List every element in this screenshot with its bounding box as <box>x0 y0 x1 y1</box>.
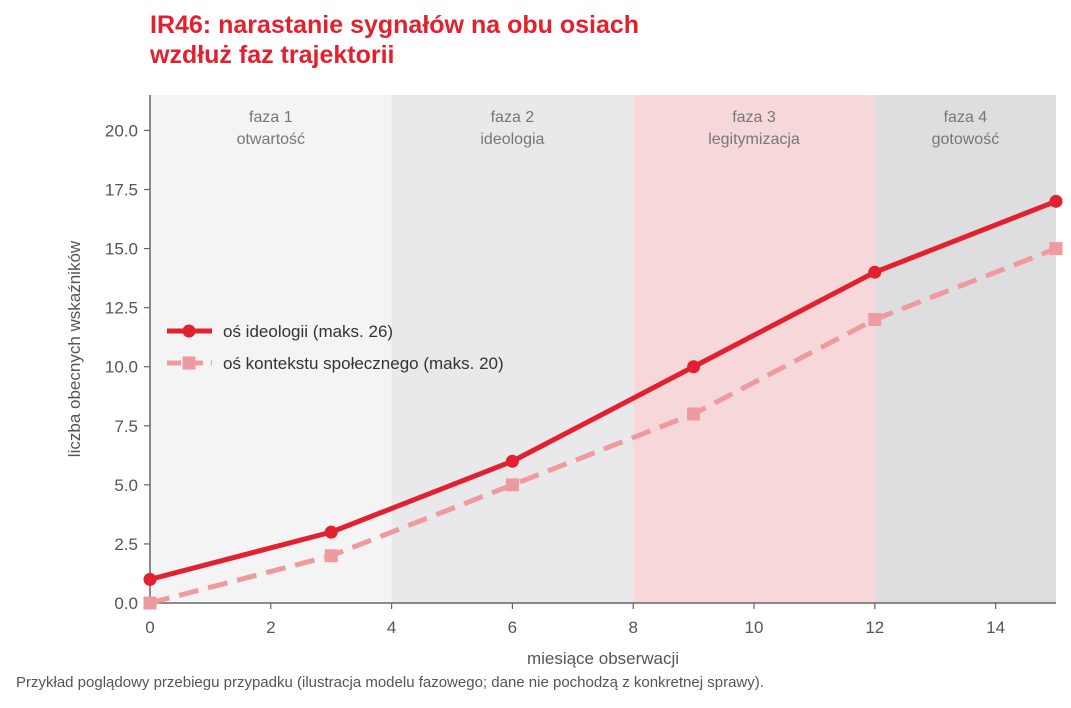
x-tick-label: 8 <box>628 618 637 637</box>
series-2-point <box>687 407 701 421</box>
phase-band-1 <box>150 95 392 603</box>
x-axis-title: miesiące obserwacji <box>527 649 679 668</box>
series-1-point <box>505 454 519 468</box>
x-tick-label: 10 <box>745 618 764 637</box>
phase-label-3: faza 3 <box>732 109 776 126</box>
y-tick-label: 12.5 <box>105 299 138 318</box>
series-2-point <box>324 549 338 563</box>
y-tick-label: 2.5 <box>114 535 138 554</box>
y-tick-label: 15.0 <box>105 240 138 259</box>
phase-label-1: faza 1 <box>249 109 293 126</box>
y-tick-label: 7.5 <box>114 417 138 436</box>
x-tick-label: 4 <box>387 618 396 637</box>
phase-band-3 <box>633 95 875 603</box>
x-tick-label: 14 <box>986 618 1005 637</box>
series-2-point <box>1049 242 1063 256</box>
x-tick-label: 12 <box>865 618 884 637</box>
series-2-point <box>505 478 519 492</box>
phase-band-2 <box>391 95 634 603</box>
phase-label-2: faza 2 <box>491 109 535 126</box>
series-2-point <box>868 312 882 326</box>
phase-name-2: ideologia <box>480 131 544 148</box>
legend-marker-2 <box>182 356 196 370</box>
series-1-point <box>868 265 882 279</box>
series-1-point <box>687 360 701 374</box>
series-line-2 <box>149 246 1057 606</box>
series-1-point <box>1049 194 1063 208</box>
chart-title: IR46: narastanie sygnałów na obu osiach … <box>150 10 639 70</box>
chart-title-line-1: IR46: narastanie sygnałów na obu osiach <box>150 11 640 39</box>
chart-caption: Przykład poglądowy przebiegu przypadku (… <box>16 674 764 691</box>
phase-name-4: gotowość <box>932 131 1000 148</box>
x-tick-label: 2 <box>266 618 275 637</box>
y-tick-label: 0.0 <box>114 594 138 613</box>
x-tick-label: 0 <box>145 618 154 637</box>
y-axis-title: liczba obecnych wskaźników <box>65 240 84 457</box>
phase-band-4 <box>874 95 1056 603</box>
y-tick-label: 5.0 <box>114 476 138 495</box>
y-tick-label: 17.5 <box>105 181 138 200</box>
y-tick-label: 10.0 <box>105 358 138 377</box>
y-tick-label: 20.0 <box>105 121 138 140</box>
chart-title-line-2: wzdłuż faz trajektorii <box>150 41 395 69</box>
series-1-point <box>143 572 157 586</box>
x-tick-label: 6 <box>508 618 517 637</box>
legend-label-1: oś ideologii (maks. 26) <box>223 322 393 341</box>
phase-name-1: otwartość <box>237 131 305 148</box>
legend-label-2: oś kontekstu społecznego (maks. 20) <box>223 354 504 373</box>
phase-name-3: legitymizacja <box>708 131 800 148</box>
phase-label-4: faza 4 <box>944 109 988 126</box>
series-1-point <box>324 525 338 539</box>
series-line-1 <box>149 198 1057 582</box>
legend-marker-1 <box>182 324 196 338</box>
series-2-point <box>143 596 157 610</box>
